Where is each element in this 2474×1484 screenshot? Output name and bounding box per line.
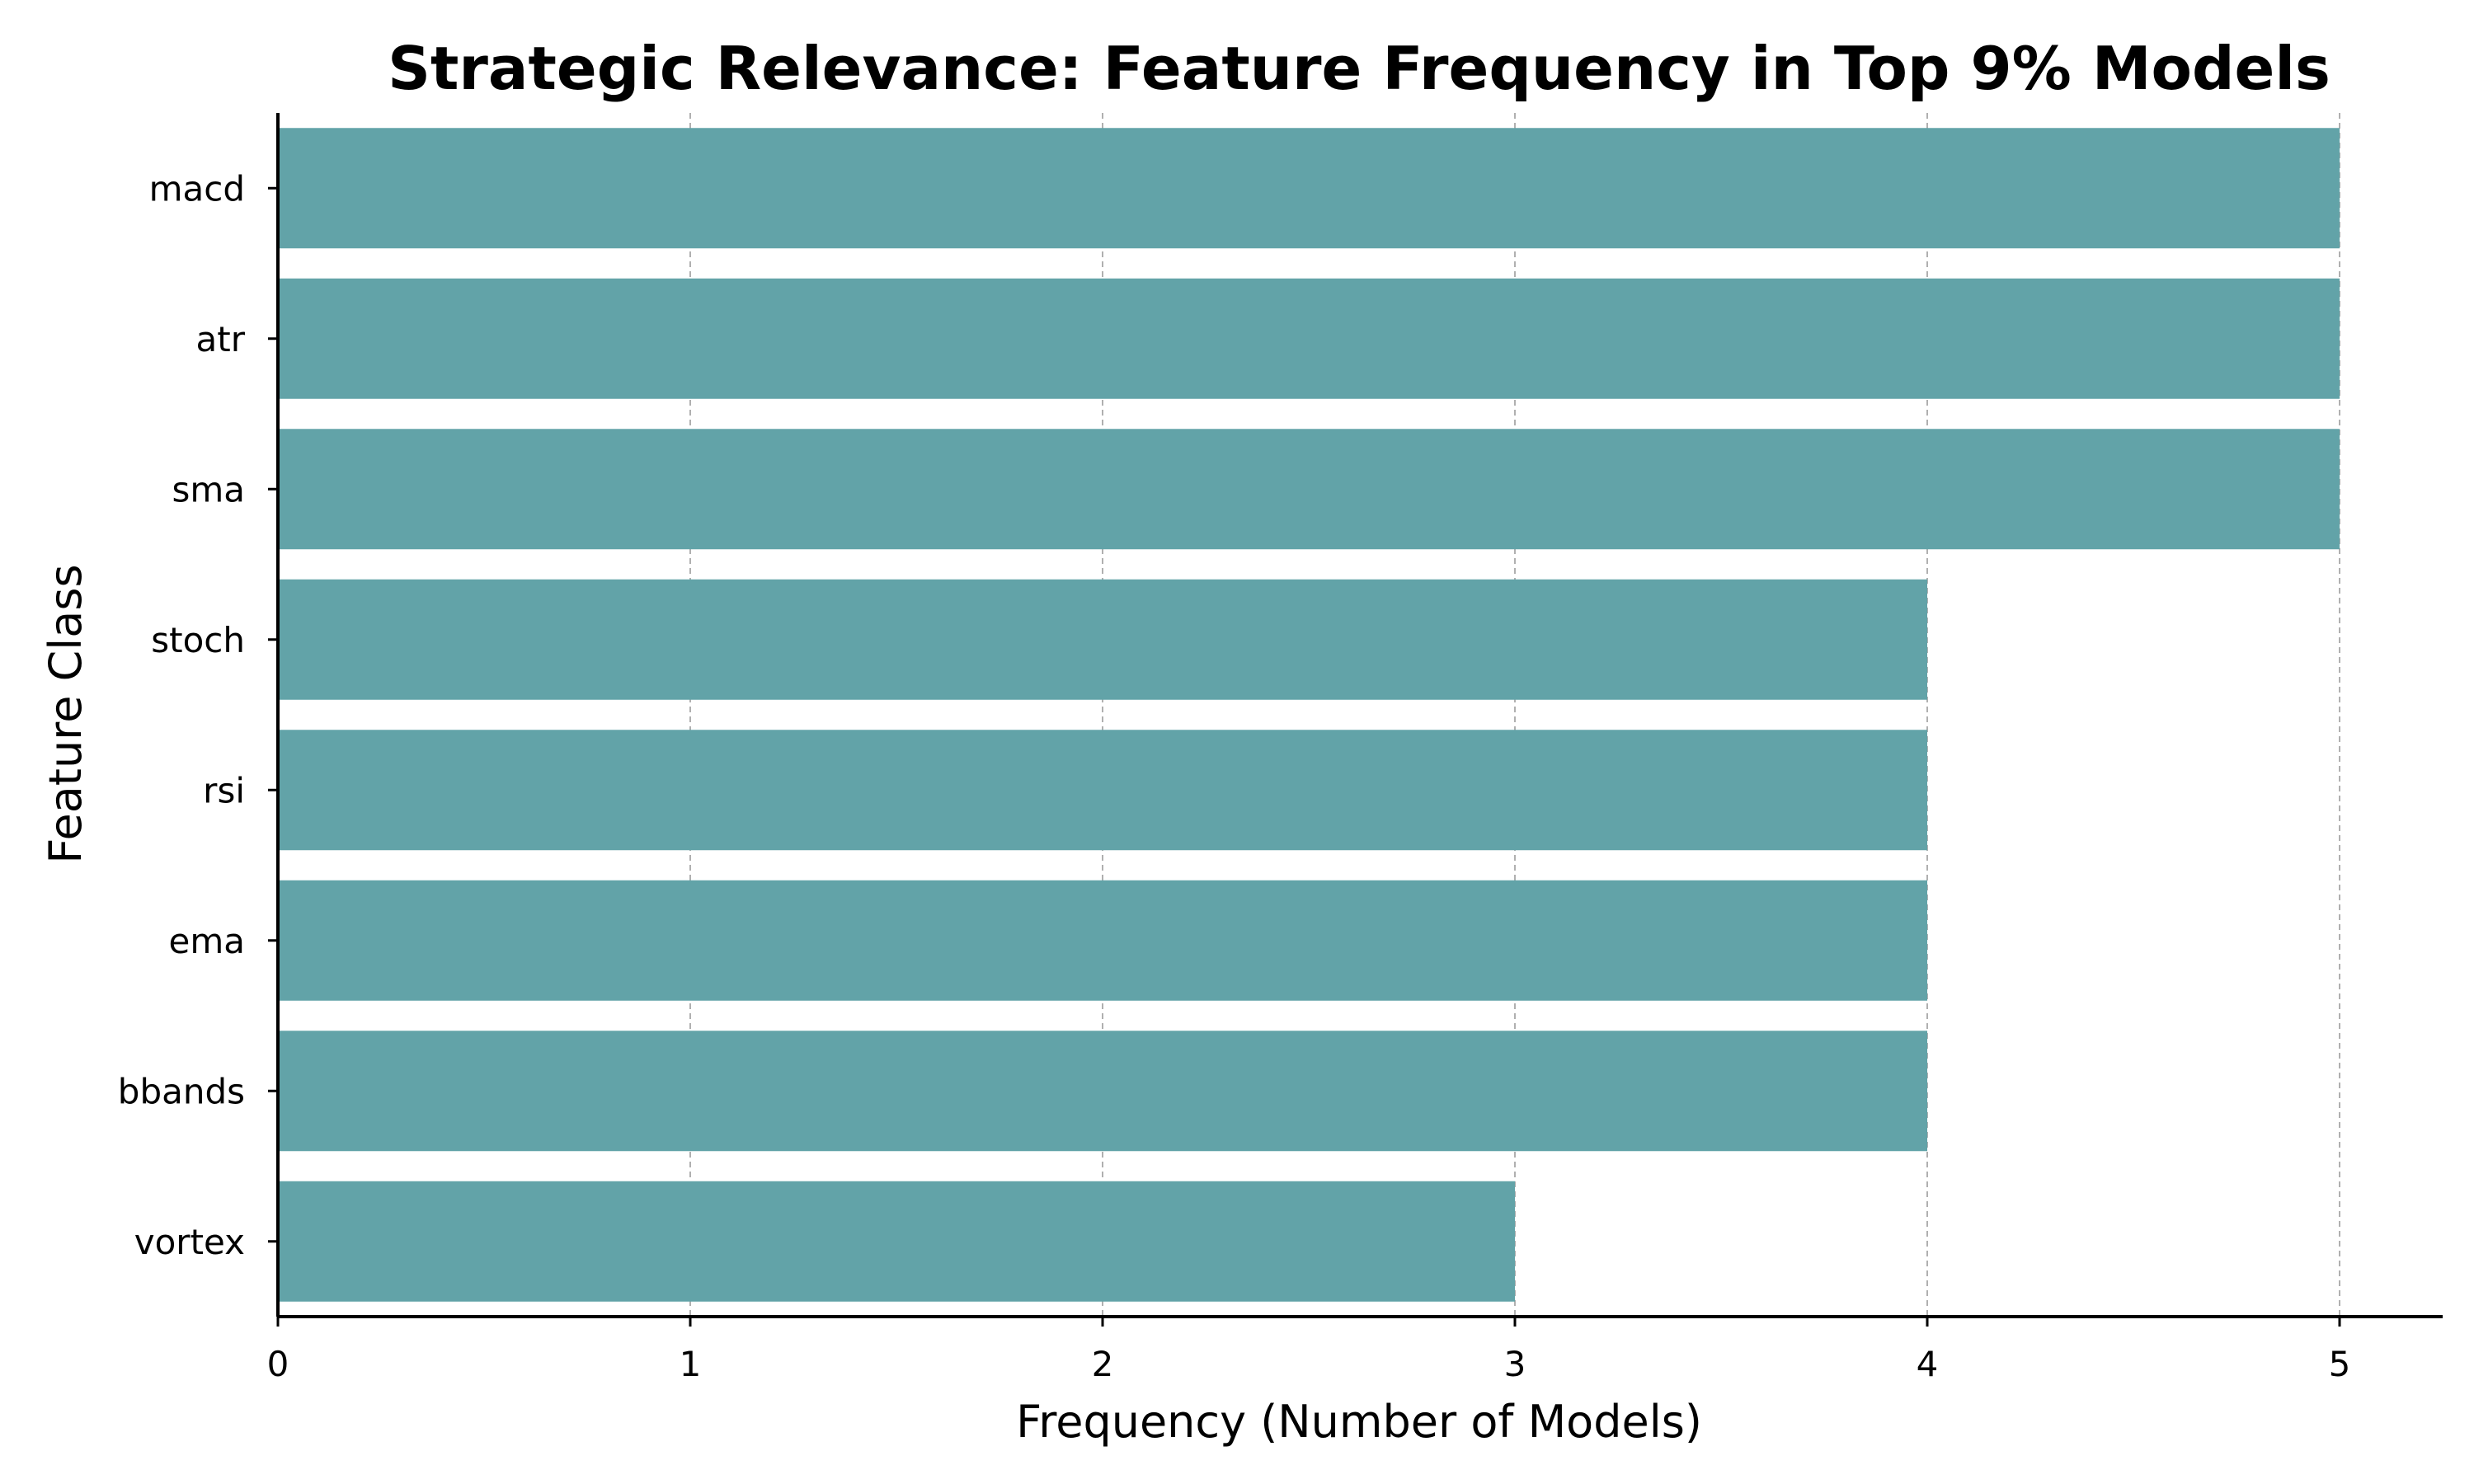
x-tick-label: 0 xyxy=(267,1344,289,1384)
bar-stoch xyxy=(278,579,1927,700)
bars xyxy=(278,128,2340,1302)
y-tick-label-sma: sma xyxy=(172,469,245,510)
x-tick-label: 4 xyxy=(1917,1344,1939,1384)
x-tick-label: 2 xyxy=(1092,1344,1114,1384)
bar-sma xyxy=(278,429,2340,550)
bar-rsi xyxy=(278,730,1927,851)
x-axis-label: Frequency (Number of Models) xyxy=(1016,1396,1702,1448)
y-tick-label-stoch: stoch xyxy=(151,620,245,660)
axes xyxy=(276,113,2443,1318)
y-tick-label-rsi: rsi xyxy=(203,770,245,810)
x-tick-label: 3 xyxy=(1504,1344,1526,1384)
bar-bbands xyxy=(278,1031,1927,1152)
bar-macd xyxy=(278,128,2340,249)
x-ticks: 0 1 2 3 4 5 xyxy=(267,1317,2351,1384)
y-tick-label-ema: ema xyxy=(169,921,246,961)
y-tick-label-atr: atr xyxy=(196,319,246,359)
x-tick-label: 1 xyxy=(680,1344,702,1384)
y-ticks: macd atr sma stoch rsi ema bbands vortex xyxy=(118,168,278,1262)
y-tick-label-vortex: vortex xyxy=(134,1222,245,1262)
x-tick-label: 5 xyxy=(2329,1344,2351,1384)
chart-title: Strategic Relevance: Feature Frequency i… xyxy=(388,34,2331,103)
y-tick-label-macd: macd xyxy=(149,168,245,209)
bar-atr xyxy=(278,278,2340,399)
y-axis-label: Feature Class xyxy=(40,564,92,863)
bar-vortex xyxy=(278,1181,1515,1302)
y-tick-label-bbands: bbands xyxy=(118,1071,245,1111)
bar-ema xyxy=(278,880,1927,1001)
